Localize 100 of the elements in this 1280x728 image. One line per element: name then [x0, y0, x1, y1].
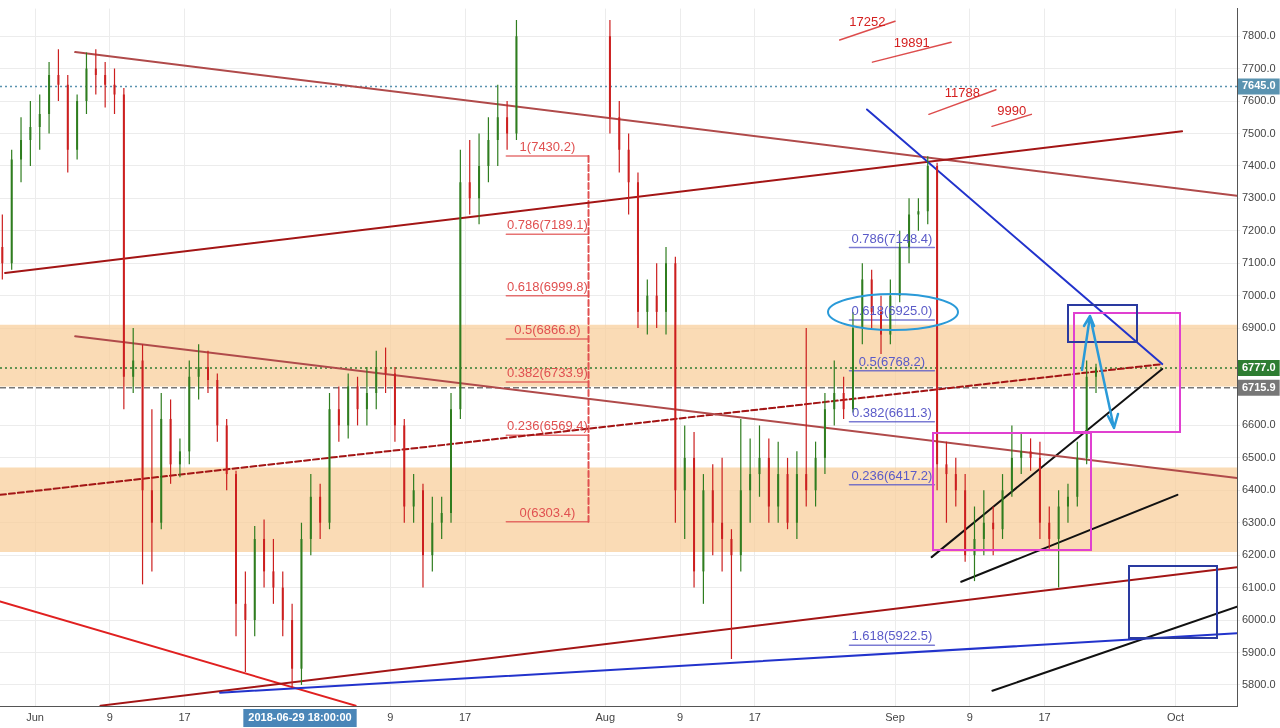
- candlestick: [992, 505, 995, 556]
- x-tick-label: 9: [966, 710, 973, 723]
- y-tick-label: 5900.0: [1242, 645, 1276, 658]
- candlestick: [206, 350, 209, 394]
- candlestick: [842, 376, 845, 420]
- y-tick-label: 7200.0: [1242, 223, 1276, 236]
- candlestick: [721, 457, 724, 572]
- series-label: 0.5(6866.8): [514, 321, 581, 337]
- candlestick: [786, 457, 789, 530]
- y-tick-label: 7100.0: [1242, 256, 1276, 269]
- x-tick-label: 17: [748, 710, 761, 723]
- series-label: 0(6303.4): [519, 504, 576, 520]
- candlestick: [20, 116, 23, 183]
- series-label: 0.236(6417.2): [851, 467, 933, 483]
- series-label: 0.5(6768.2): [858, 353, 926, 369]
- x-tick-label: Aug: [595, 710, 616, 723]
- candlestick: [272, 538, 275, 605]
- candlestick: [1001, 473, 1004, 540]
- y-tick-label: 7700.0: [1242, 61, 1276, 74]
- x-tick-label: Sep: [885, 710, 905, 723]
- x-tick-label: 17: [458, 710, 472, 723]
- series-label: 0.618(6999.8): [506, 278, 588, 294]
- series-label: 0.236(6569.4): [506, 418, 588, 434]
- candlestick: [665, 246, 668, 336]
- candlestick: [440, 496, 443, 540]
- y-tick-label: 6000.0: [1242, 613, 1276, 626]
- candlestick: [421, 483, 424, 589]
- candlestick: [328, 392, 331, 530]
- candlestick: [917, 197, 920, 232]
- candlestick: [1020, 431, 1023, 475]
- y-tick-label: 6500.0: [1242, 450, 1276, 463]
- x-tick-label: Jun: [26, 710, 44, 723]
- y-tick-label: 6100.0: [1242, 580, 1276, 593]
- series-label: 17252: [849, 13, 886, 29]
- candlestick: [57, 48, 60, 102]
- y-tick-label: 7300.0: [1242, 191, 1276, 204]
- y-tick-label: 7500.0: [1242, 126, 1276, 139]
- y-tick-label: 6200.0: [1242, 548, 1276, 561]
- x-tick-label: 17: [1038, 710, 1051, 723]
- x-tick-label: 9: [676, 710, 684, 723]
- candlestick: [132, 327, 135, 394]
- candlestick: [833, 359, 836, 427]
- candlestick: [982, 489, 985, 556]
- candlestick: [945, 441, 948, 524]
- candlestick: [197, 343, 200, 401]
- y-tick-label: 7800.0: [1242, 29, 1276, 42]
- candlestick: [1029, 437, 1032, 472]
- candlestick: [94, 48, 97, 96]
- candlestick: [496, 84, 499, 167]
- y-tick-label: 6900.0: [1242, 321, 1276, 334]
- candlestick: [29, 100, 32, 167]
- series-label: 0.382(6733.9): [506, 365, 588, 381]
- series-label: 19891: [893, 35, 930, 51]
- x-tick-label: 17: [178, 710, 191, 723]
- candlestick: [300, 522, 303, 686]
- text: 2018-06-29 18:00:00: [248, 711, 352, 724]
- candlestick: [365, 366, 368, 427]
- candlestick: [113, 68, 116, 115]
- x-tick-label: Oct: [1166, 710, 1185, 723]
- candlestick: [646, 278, 649, 336]
- x-tick-label: 9: [387, 710, 394, 723]
- y-tick-label: 7600.0: [1242, 94, 1276, 107]
- y-tick-label: 6400.0: [1242, 483, 1276, 496]
- ref-line-label: 6715.9: [1242, 380, 1276, 393]
- candlestick: [655, 262, 658, 329]
- series-label: 0.382(6611.3): [851, 404, 932, 420]
- y-tick-label: 6600.0: [1242, 418, 1276, 431]
- candlestick: [730, 528, 733, 660]
- candlestick: [450, 392, 453, 524]
- y-tick-label: 7000.0: [1242, 288, 1276, 301]
- candlestick: [412, 473, 415, 524]
- series-label: 0.786(7189.1): [506, 217, 588, 233]
- candlestick: [506, 100, 509, 151]
- candlestick: [104, 61, 107, 109]
- series-label: 1(7430.2): [519, 139, 576, 155]
- candlestick: [758, 424, 761, 498]
- y-tick-label: 5800.0: [1242, 677, 1276, 690]
- y-tick-label: 6300.0: [1242, 515, 1276, 528]
- ref-line-label: 7645.0: [1242, 79, 1276, 92]
- candlestick: [954, 457, 957, 508]
- candlestick: [1095, 363, 1098, 394]
- series-label: 11788: [944, 85, 981, 101]
- candlestick: [141, 343, 144, 585]
- candlestick: [356, 376, 359, 427]
- candlestick: [515, 19, 518, 141]
- candlestick: [1066, 483, 1069, 524]
- candlestick: [1, 213, 4, 281]
- y-tick-label: 7400.0: [1242, 158, 1276, 171]
- candlestick: [468, 139, 471, 216]
- series-label: 9990: [997, 103, 1027, 119]
- candlestick: [1048, 505, 1051, 550]
- candlestick: [805, 327, 808, 508]
- candlestick: [384, 346, 387, 394]
- series-label: 1.618(5922.5): [851, 628, 933, 644]
- x-tick-label: 9: [106, 710, 113, 723]
- ref-line-label: 6777.0: [1242, 361, 1276, 374]
- candlestick: [85, 51, 88, 115]
- candlestick: [749, 437, 752, 524]
- candlestick: [244, 570, 247, 673]
- candlestick: [178, 437, 181, 478]
